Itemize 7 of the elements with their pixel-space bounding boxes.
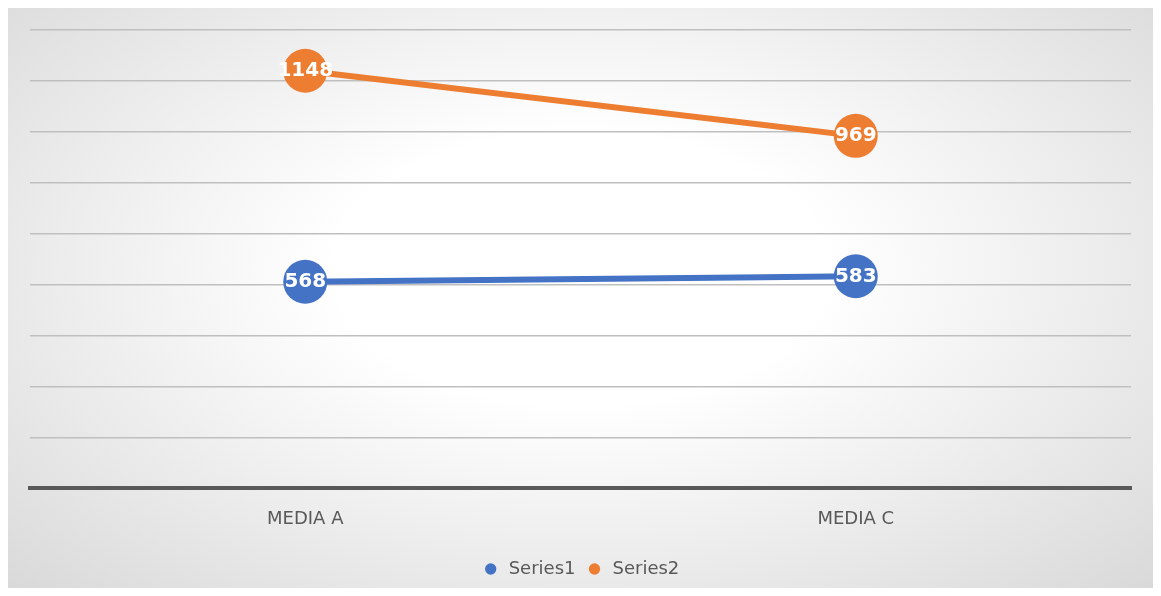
legend-label: Series1 <box>508 556 576 578</box>
x-tick-label: MEDIA A <box>267 506 345 528</box>
data-label: 568 <box>284 267 327 292</box>
legend-label: Series2 <box>612 556 680 578</box>
x-tick-label: MEDIA C <box>817 506 895 528</box>
data-label: 583 <box>834 262 877 287</box>
data-label: 969 <box>834 122 877 147</box>
